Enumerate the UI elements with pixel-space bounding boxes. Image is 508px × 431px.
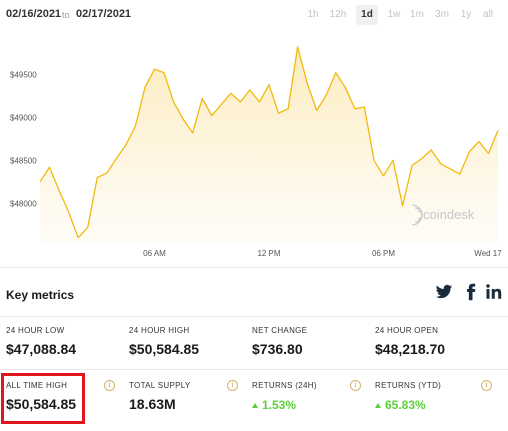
info-icon[interactable]: i <box>227 380 238 391</box>
x-tick-label: 06 PM <box>372 249 395 258</box>
range-1m-button[interactable]: 1m <box>410 9 424 20</box>
metrics-divider <box>0 316 508 317</box>
metric-label: NET CHANGE <box>252 326 308 335</box>
range-1d-button[interactable]: 1d <box>356 5 378 25</box>
metric-label: TOTAL SUPPLY <box>129 381 191 390</box>
x-tick-label: 06 AM <box>143 249 166 258</box>
metric-label: RETURNS (YTD) <box>375 381 442 390</box>
price-chart-svg[interactable]: $49500 $49000 $48500 $48000 coindesk 06 AM 12 … <box>0 30 508 268</box>
metric-all-time-high: ALL TIME HIGH i $50,584.85 <box>6 380 120 425</box>
highlight-box <box>1 373 85 424</box>
info-icon[interactable]: i <box>481 380 492 391</box>
price-area <box>40 46 498 243</box>
metric-total-supply: TOTAL SUPPLY i 18.63M <box>129 380 243 425</box>
returns-24h-value: 1.53% <box>262 398 297 412</box>
x-tick-label: Wed 17 <box>474 249 502 258</box>
metric-net-change: NET CHANGE $736.80 <box>252 326 366 370</box>
info-icon[interactable]: i <box>350 380 361 391</box>
range-1w-button[interactable]: 1w <box>387 9 401 20</box>
info-icon[interactable]: i <box>104 380 115 391</box>
metric-label: RETURNS (24H) <box>252 381 317 390</box>
metric-value: $50,584.85 <box>6 396 77 412</box>
date-separator: to <box>62 10 70 20</box>
y-tick-label: $49500 <box>10 70 37 79</box>
price-chart[interactable]: $49500 $49000 $48500 $48000 coindesk 06 AM 12 … <box>0 30 508 268</box>
metric-value: 18.63M <box>129 396 176 412</box>
metric-value: 65.83% <box>375 398 426 412</box>
range-all-button[interactable]: all <box>482 9 493 20</box>
metric-value: $47,088.84 <box>6 341 77 357</box>
linkedin-icon[interactable] <box>485 283 505 303</box>
metric-24h-low: 24 HOUR LOW $47,088.84 <box>6 326 120 370</box>
metrics-row-divider <box>0 369 508 370</box>
y-tick-label: $48000 <box>10 199 37 208</box>
chart-divider <box>0 267 508 268</box>
y-tick-label: $48500 <box>10 156 37 165</box>
range-1h-button[interactable]: 1h <box>307 9 319 20</box>
start-date[interactable]: 02/16/2021 <box>6 8 62 20</box>
metric-value: $736.80 <box>252 341 303 357</box>
metric-returns-ytd: RETURNS (YTD) i 65.83% <box>375 380 492 425</box>
key-metrics-title: Key metrics <box>6 288 75 302</box>
watermark-text: coindesk <box>423 207 475 222</box>
metric-returns-24h: RETURNS (24H) i 1.53% <box>252 380 366 425</box>
x-tick-label: 12 PM <box>257 249 280 258</box>
range-1y-button[interactable]: 1y <box>460 9 472 20</box>
metric-label: 24 HOUR HIGH <box>129 326 190 335</box>
metric-24h-high: 24 HOUR HIGH $50,584.85 <box>129 326 243 370</box>
metric-label: 24 HOUR LOW <box>6 326 65 335</box>
chart-toolbar: 02/16/2021 to 02/17/2021 1h 12h 1d 1w 1m… <box>0 0 508 30</box>
metric-value: $48,218.70 <box>375 341 446 357</box>
range-12h-button[interactable]: 12h <box>329 9 347 20</box>
facebook-icon[interactable] <box>462 283 482 303</box>
price-line <box>39 46 499 239</box>
y-tick-label: $49000 <box>10 113 37 122</box>
range-3m-button[interactable]: 3m <box>435 9 449 20</box>
up-arrow-icon <box>252 403 258 409</box>
twitter-icon[interactable] <box>435 283 455 303</box>
end-date[interactable]: 02/17/2021 <box>76 8 132 20</box>
metric-label: 24 HOUR OPEN <box>375 326 439 335</box>
metric-value: $50,584.85 <box>129 341 200 357</box>
coindesk-logo-icon <box>411 204 423 226</box>
metric-24h-open: 24 HOUR OPEN $48,218.70 <box>375 326 489 370</box>
metric-label: ALL TIME HIGH <box>6 381 68 390</box>
up-arrow-icon <box>375 403 381 409</box>
metric-value: 1.53% <box>252 398 296 412</box>
returns-ytd-value: 65.83% <box>385 398 426 412</box>
